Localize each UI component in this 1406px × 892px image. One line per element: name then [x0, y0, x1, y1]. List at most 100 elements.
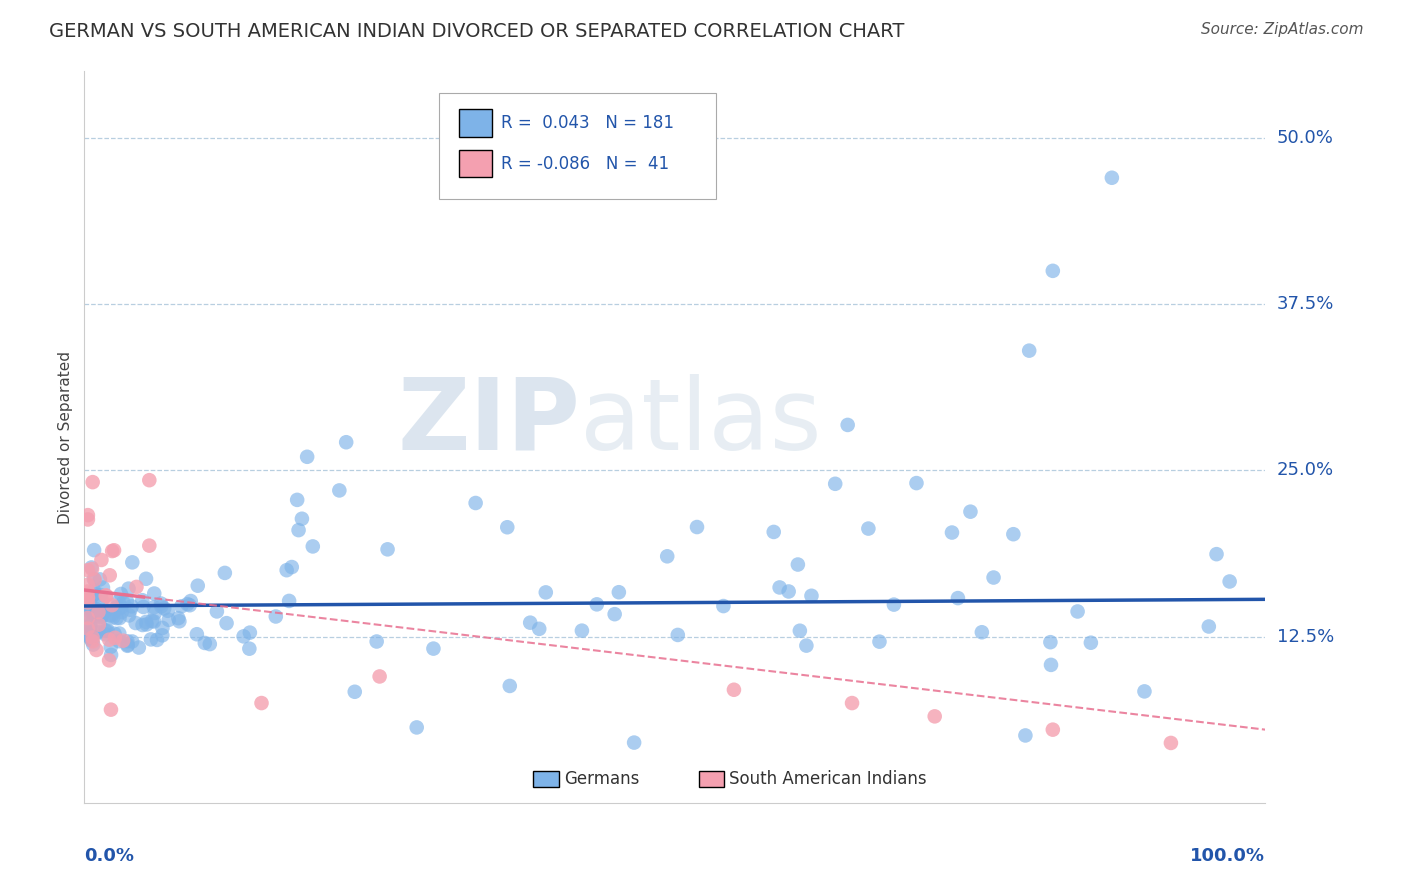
Point [143, 586, 166, 600]
Point [1080, 636, 1102, 650]
Point [117, 639, 139, 653]
Point [77, 584, 100, 599]
Point [83, 573, 105, 587]
Point [91, 609, 114, 624]
Point [86, 643, 108, 657]
Point [405, 720, 427, 734]
Point [104, 631, 127, 645]
Point [883, 598, 905, 612]
Point [79, 628, 101, 642]
Point [79, 618, 101, 632]
Point [98, 568, 121, 582]
Point [603, 607, 626, 622]
FancyBboxPatch shape [458, 110, 492, 137]
Point [1042, 264, 1064, 278]
Point [789, 624, 811, 638]
Point [1160, 736, 1182, 750]
Point [146, 632, 169, 647]
Point [762, 524, 785, 539]
Point [79, 629, 101, 643]
Point [82, 634, 104, 648]
Point [128, 640, 150, 655]
Point [82, 475, 104, 490]
Text: R = -0.086   N =  41: R = -0.086 N = 41 [502, 154, 669, 172]
Point [108, 634, 131, 648]
Point [111, 605, 134, 619]
Point [186, 627, 208, 641]
Point [101, 610, 124, 624]
Point [124, 615, 146, 630]
Point [112, 633, 135, 648]
Point [264, 609, 287, 624]
Point [778, 584, 800, 599]
Point [1219, 574, 1241, 589]
Point [287, 523, 309, 537]
Point [79, 592, 101, 607]
Point [90, 614, 112, 628]
Point [125, 580, 148, 594]
Point [79, 605, 101, 619]
Point [80, 562, 103, 576]
Point [100, 703, 122, 717]
Point [82, 604, 104, 618]
Point [150, 599, 173, 614]
Text: 25.0%: 25.0% [1277, 461, 1334, 479]
FancyBboxPatch shape [439, 94, 716, 200]
Point [179, 599, 201, 613]
Point [79, 631, 101, 645]
Point [1042, 723, 1064, 737]
Point [180, 594, 202, 608]
Point [143, 600, 166, 615]
Point [118, 608, 141, 623]
Point [1014, 728, 1036, 742]
Point [94, 588, 117, 602]
Point [343, 685, 366, 699]
Point [105, 600, 128, 615]
Point [657, 549, 679, 564]
Point [80, 560, 103, 574]
Point [86, 602, 108, 616]
Point [368, 669, 391, 683]
Point [1018, 343, 1040, 358]
Point [79, 609, 101, 624]
Point [84, 601, 107, 615]
Point [107, 594, 129, 608]
Point [170, 599, 193, 614]
Point [837, 417, 859, 432]
Point [83, 572, 105, 586]
Point [77, 622, 100, 636]
Point [366, 634, 388, 648]
Point [91, 593, 114, 607]
Point [138, 539, 160, 553]
Point [110, 587, 132, 601]
Point [141, 614, 163, 628]
Point [959, 505, 981, 519]
Point [143, 606, 166, 620]
Point [232, 629, 254, 643]
Point [1205, 547, 1227, 561]
Point [87, 607, 110, 621]
Point [529, 622, 551, 636]
Point [135, 617, 157, 632]
Point [77, 595, 100, 609]
Point [83, 583, 105, 598]
Point [214, 566, 236, 580]
Text: atlas: atlas [581, 374, 823, 471]
Point [666, 628, 689, 642]
Point [250, 696, 273, 710]
Point [83, 587, 105, 601]
Point [869, 634, 891, 648]
Point [98, 653, 121, 667]
Point [132, 599, 155, 614]
Text: Source: ZipAtlas.com: Source: ZipAtlas.com [1201, 22, 1364, 37]
Point [519, 615, 541, 630]
Point [377, 542, 399, 557]
Point [87, 617, 110, 632]
Point [120, 603, 142, 617]
Point [101, 598, 124, 612]
Point [87, 625, 110, 640]
Point [79, 616, 101, 631]
Point [94, 589, 117, 603]
Point [1066, 605, 1088, 619]
Point [90, 605, 112, 619]
